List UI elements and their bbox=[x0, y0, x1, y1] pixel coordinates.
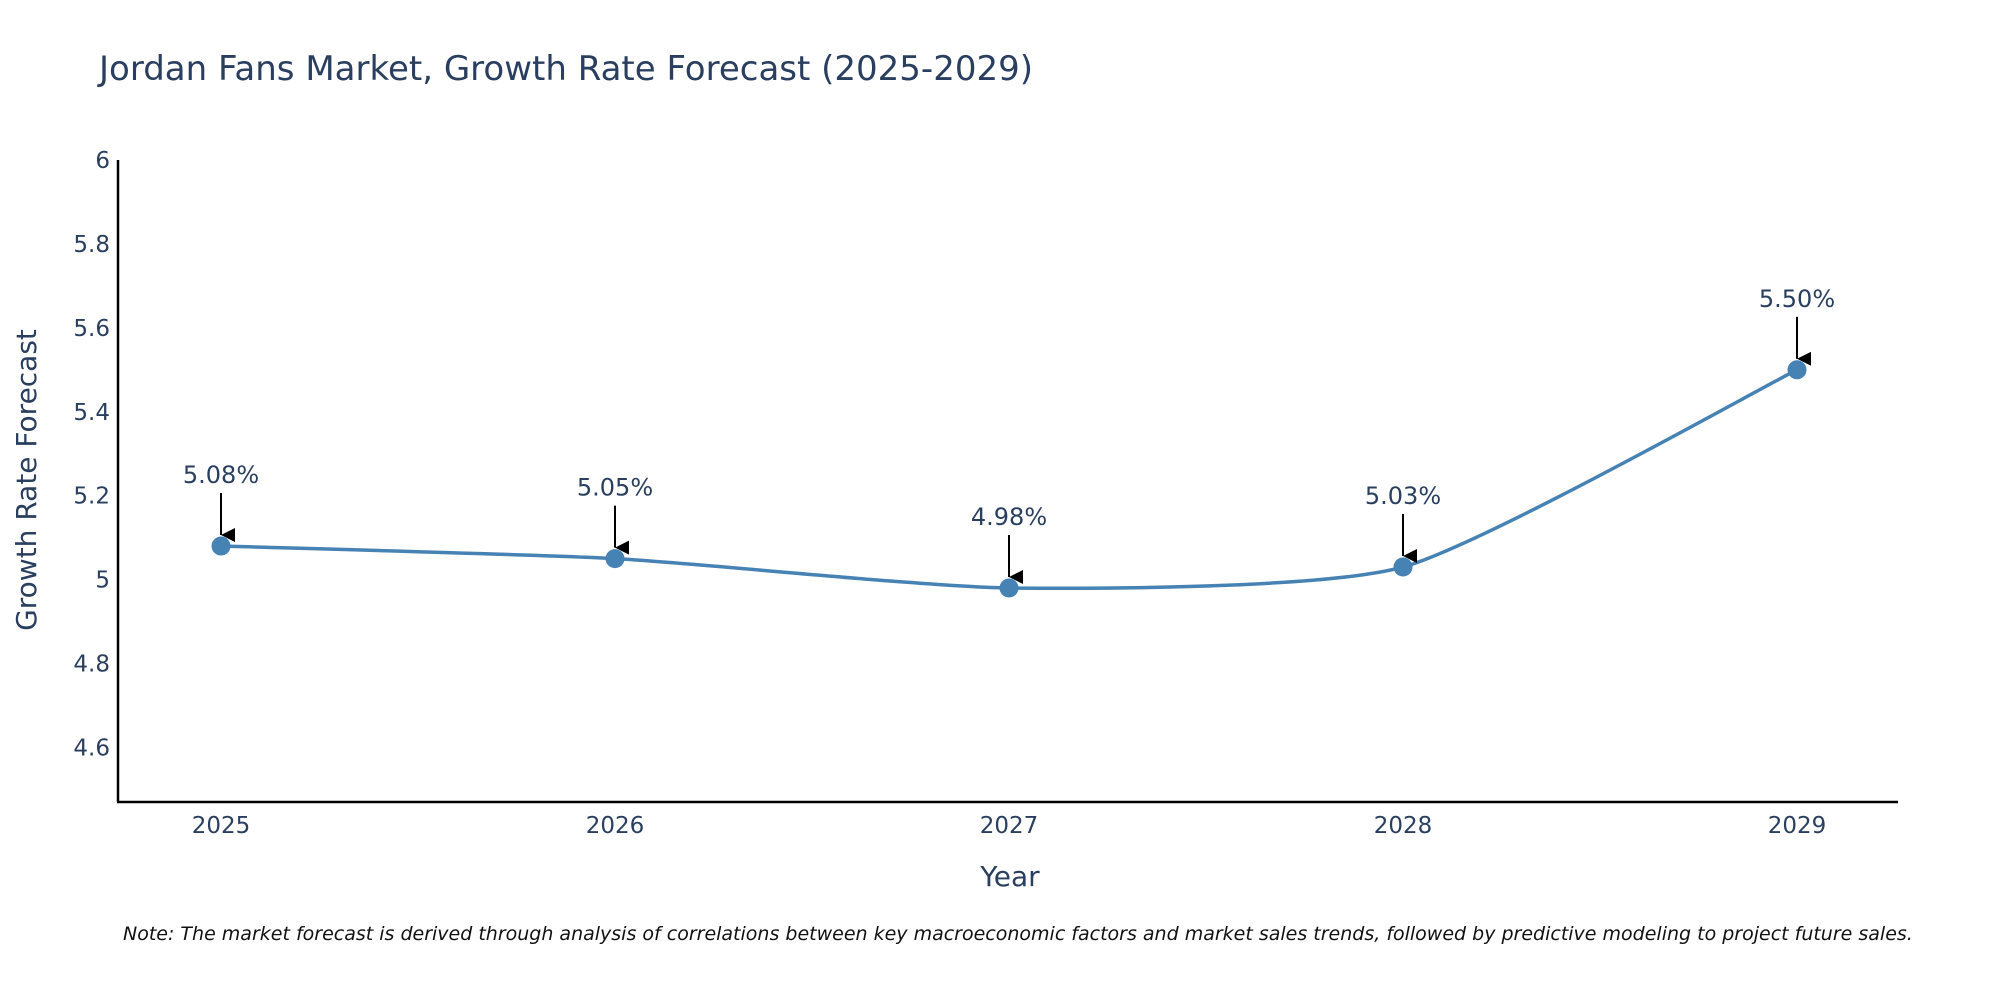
x-tick-label: 2026 bbox=[586, 813, 645, 839]
chart-title: Jordan Fans Market, Growth Rate Forecast… bbox=[97, 49, 1033, 89]
data-point-2026 bbox=[605, 549, 625, 569]
data-point-2028 bbox=[1393, 557, 1413, 577]
axes bbox=[116, 160, 1898, 804]
x-ticks: 2025 2026 2027 2028 2029 bbox=[192, 813, 1827, 839]
x-tick-label: 2027 bbox=[980, 813, 1039, 839]
data-label-2027: 4.98% bbox=[971, 503, 1047, 531]
footnote: Note: The market forecast is derived thr… bbox=[123, 923, 1913, 945]
y-ticks: 4.6 4.8 5 5.2 5.4 5.6 5.8 6 bbox=[73, 148, 110, 761]
y-tick-label: 5.6 bbox=[73, 316, 110, 342]
x-axis-title: Year bbox=[979, 860, 1040, 893]
x-tick-label: 2029 bbox=[1768, 813, 1827, 839]
data-label-2025: 5.08% bbox=[183, 461, 259, 489]
y-tick-label: 4.6 bbox=[73, 735, 110, 761]
data-point-2029 bbox=[1787, 360, 1807, 380]
data-point-2025 bbox=[211, 536, 231, 556]
y-axis-title: Growth Rate Forecast bbox=[10, 329, 43, 631]
x-tick-label: 2028 bbox=[1374, 813, 1433, 839]
data-label-2029: 5.50% bbox=[1759, 285, 1835, 313]
data-label-2028: 5.03% bbox=[1365, 482, 1441, 510]
y-tick-label: 5.2 bbox=[73, 484, 110, 510]
data-point-2027 bbox=[999, 578, 1019, 598]
y-tick-label: 4.8 bbox=[73, 652, 110, 678]
y-tick-label: 5 bbox=[95, 568, 110, 594]
x-tick-label: 2025 bbox=[192, 813, 251, 839]
data-label-2026: 5.05% bbox=[577, 474, 653, 502]
y-tick-label: 5.8 bbox=[73, 232, 110, 258]
y-tick-label: 6 bbox=[95, 148, 110, 174]
data-labels: 5.08% 5.05% 4.98% 5.03% 5.50% bbox=[183, 285, 1835, 584]
y-tick-label: 5.4 bbox=[73, 400, 110, 426]
